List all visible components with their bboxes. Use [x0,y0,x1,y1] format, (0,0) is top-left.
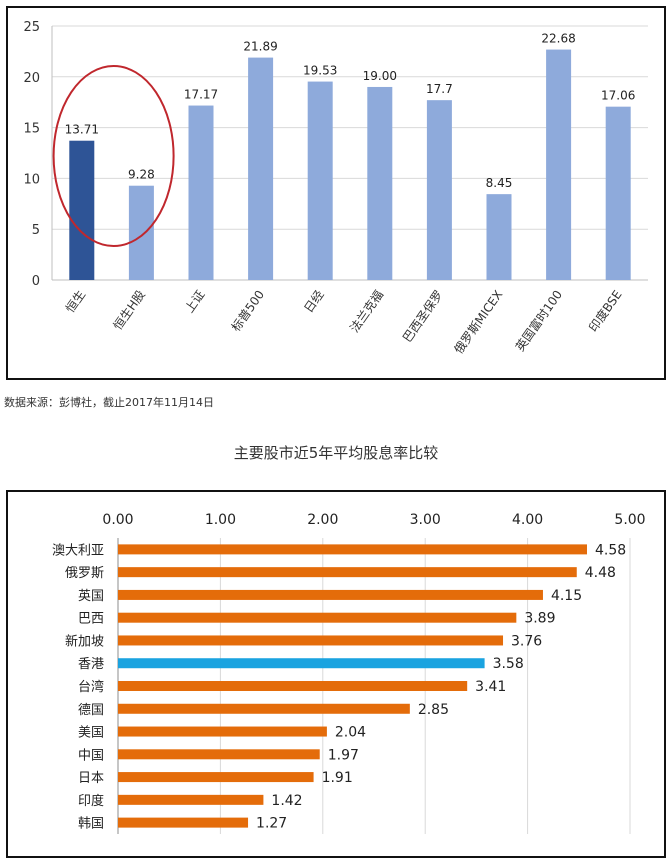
data-label: 4.58 [595,542,626,558]
y-tick-label: 韩国 [78,817,104,832]
data-label: 3.76 [511,633,542,649]
bar [118,703,410,714]
x-tick-label: 5.00 [614,512,645,528]
bar [307,81,333,281]
highlight-circle [52,65,175,247]
x-tick-label: 4.00 [512,512,543,528]
y-tick-label: 香港 [78,657,104,672]
bar [248,57,274,281]
y-tick-label: 台湾 [78,679,104,695]
data-label: 17.17 [184,88,218,102]
bar [118,794,264,805]
bar [118,726,327,737]
x-tick-label: 1.00 [205,512,236,528]
x-tick-label: 0.00 [102,512,133,528]
bar [486,194,512,280]
y-tick-label: 美国 [78,726,104,741]
x-tick-label: 巴西圣保罗 [400,288,446,345]
y-tick-label: 20 [23,71,40,86]
bar [426,100,452,280]
data-label: 19.00 [363,69,397,83]
y-tick-label: 印度 [78,793,104,809]
y-tick-label: 10 [23,172,40,187]
data-label: 1.97 [328,747,359,763]
x-tick-label: 标普500 [229,288,267,334]
data-label: 4.48 [585,565,616,581]
data-label: 1.42 [271,793,302,809]
data-label: 2.85 [418,702,449,718]
x-tick-label: 恒生 [63,288,88,316]
bar [118,589,543,600]
x-tick-label: 上证 [182,288,207,316]
bar [605,106,631,280]
bar [118,681,468,691]
bar [118,749,320,760]
data-label: 3.58 [493,656,524,672]
x-tick-label: 3.00 [410,512,441,528]
data-label: 13.71 [65,123,99,137]
data-label: 1.27 [256,816,287,832]
x-tick-label: 俄罗斯MICEX [451,288,505,357]
x-tick-label: 印度BSE [585,287,624,334]
y-tick-label: 0 [32,274,40,289]
x-tick-label: 日经 [301,288,326,316]
dividend-chart-panel: 0.00 1.00 2.00 3.00 4.00 5.00 4.58 澳大利亚 4.48 俄罗斯 4… [6,490,666,858]
pe-chart-panel: 0 5 10 15 20 25 13.71 恒生 9.28 恒生H股 17.17 上证 21.89 标普5… [6,6,666,380]
y-tick-label: 新加坡 [65,633,104,649]
y-tick-label: 日本 [78,771,104,786]
bar [69,140,95,280]
bar [118,635,504,646]
dividend-bar-chart: 0.00 1.00 2.00 3.00 4.00 5.00 4.58 澳大利亚 4.48 俄罗斯 4… [52,512,646,834]
data-label: 22.68 [541,32,575,46]
bar [118,658,485,669]
bar [118,772,314,783]
data-label: 8.45 [486,176,513,190]
data-label: 2.04 [335,725,366,741]
pe-bar-chart: 0 5 10 15 20 25 13.71 恒生 9.28 恒生H股 17.17 上证 21.89 标普5… [23,20,648,357]
data-label: 1.91 [322,770,353,786]
x-tick-label: 法兰克福 [346,287,386,335]
y-tick-label: 俄罗斯 [65,566,104,581]
bar [118,567,577,578]
data-label: 17.06 [601,89,635,103]
dividend-chart-title: 主要股市近5年平均股息率比较 [233,444,439,462]
bar [118,612,517,623]
y-tick-label: 15 [23,122,40,137]
y-tick-label: 5 [32,223,40,238]
y-tick-label: 巴西 [78,612,104,627]
x-tick-label: 2.00 [307,512,338,528]
bar [118,817,249,828]
x-tick-label: 英国富时100 [512,287,565,354]
y-tick-label: 25 [23,20,40,35]
bar [118,544,587,555]
y-tick-label: 英国 [78,589,104,604]
source-caption: 数据来源：彭博社，截止2017年11月14日 [4,396,214,409]
data-label: 17.7 [426,82,453,96]
data-label: 9.28 [128,168,155,182]
y-tick-label: 澳大利亚 [52,542,104,558]
bar [188,105,214,281]
y-tick-label: 德国 [78,703,104,718]
data-label: 21.89 [243,40,277,54]
x-tick-label: 恒生H股 [111,288,148,333]
bar [128,185,154,280]
data-label: 3.41 [475,679,506,695]
bar [546,49,572,281]
y-tick-label: 中国 [78,748,104,763]
bar [367,86,393,281]
data-label: 4.15 [551,588,582,604]
data-label: 3.89 [524,611,555,627]
data-label: 19.53 [303,64,337,78]
